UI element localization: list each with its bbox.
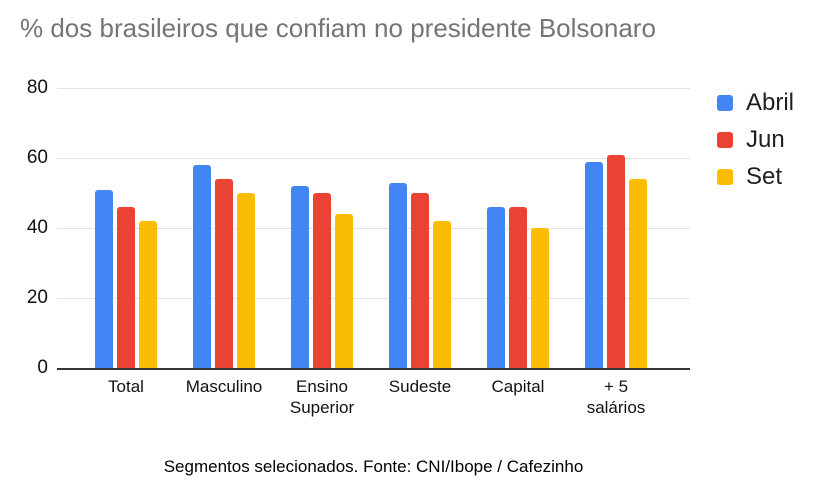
legend-item-jun: Jun — [717, 126, 794, 154]
x-label-capital: Capital — [491, 377, 545, 396]
legend: Abril Jun Set — [717, 89, 794, 191]
bar-set-5-salarios — [629, 179, 647, 368]
bar-jun-masculino — [215, 179, 233, 368]
y-tick-40: 40 — [26, 217, 48, 238]
bar-abril-total — [95, 189, 113, 368]
bar-abril-ensino-superior — [291, 186, 309, 368]
bar-abril-masculino — [193, 165, 211, 368]
y-tick-0: 0 — [37, 357, 48, 378]
y-tick-20: 20 — [26, 287, 48, 308]
bar-set-ensino-superior — [335, 214, 353, 368]
gridline-40 — [57, 228, 690, 229]
bar-groups — [77, 88, 665, 368]
bar-abril-5-salarios — [585, 161, 603, 368]
bar-group-total — [77, 88, 175, 368]
legend-swatch-abril — [717, 95, 733, 111]
source-note: Segmentos selecionados. Fonte: CNI/Ibope… — [163, 457, 584, 476]
x-axis-labels: Total Masculino Ensino Superior Sudeste Capi… — [77, 376, 665, 418]
legend-swatch-set — [717, 169, 733, 185]
legend-label-abril: Abril — [746, 89, 795, 116]
x-label-sudeste: Sudeste — [388, 377, 452, 396]
bar-jun-5-salarios — [607, 154, 625, 368]
bar-jun-capital — [509, 207, 527, 368]
bar-jun-total — [117, 207, 135, 368]
y-axis-labels: 0 20 40 60 80 — [0, 78, 48, 378]
legend-swatch-jun — [717, 132, 733, 148]
bar-set-sudeste — [433, 221, 451, 368]
x-label-5-salarios: + 5 salários — [586, 377, 646, 417]
bar-set-masculino — [237, 193, 255, 368]
chart-title: % dos brasileiros que confiam no preside… — [20, 13, 656, 43]
y-tick-60: 60 — [26, 147, 48, 168]
legend-label-jun: Jun — [746, 126, 785, 153]
bar-group-sudeste — [371, 88, 469, 368]
legend-label-set: Set — [746, 163, 783, 190]
y-tick-80: 80 — [26, 77, 48, 98]
x-label-total: Total — [108, 377, 144, 396]
bar-jun-ensino-superior — [313, 193, 331, 368]
bar-set-capital — [531, 228, 549, 368]
bar-abril-capital — [487, 207, 505, 368]
gridline-20 — [57, 298, 690, 299]
bar-group-capital — [469, 88, 567, 368]
bar-group-5-salarios — [567, 88, 665, 368]
bar-group-ensino-superior — [273, 88, 371, 368]
legend-item-abril: Abril — [717, 89, 794, 117]
bar-set-total — [139, 221, 157, 368]
gridline-60 — [57, 158, 690, 159]
legend-item-set: Set — [717, 163, 794, 191]
x-label-ensino-superior: Ensino Superior — [289, 377, 355, 417]
plot-area — [57, 88, 690, 370]
gridline-80 — [57, 88, 690, 89]
bar-group-masculino — [175, 88, 273, 368]
bar-abril-sudeste — [389, 182, 407, 368]
bar-jun-sudeste — [411, 193, 429, 368]
x-label-masculino: Masculino — [185, 377, 263, 396]
